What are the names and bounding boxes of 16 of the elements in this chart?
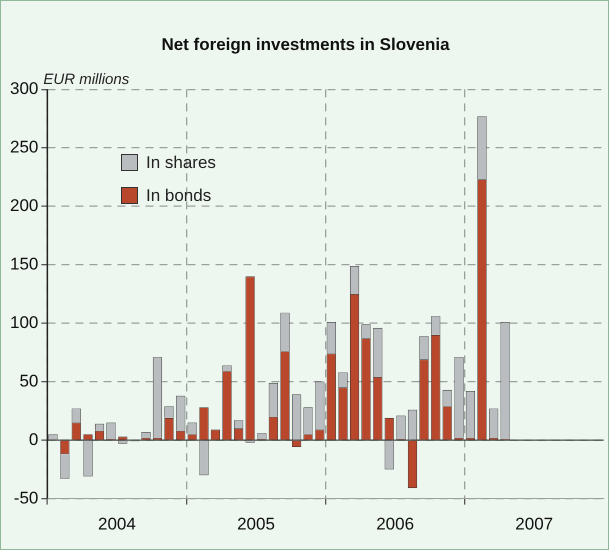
- y-tick-label: -50: [14, 488, 38, 508]
- chart-title: Net foreign investments in Slovenia: [161, 34, 450, 54]
- x-tick-label: 2004: [98, 514, 136, 534]
- x-tick-label: 2007: [515, 514, 554, 534]
- y-tick-label: 200: [10, 196, 38, 215]
- y-axis-title: EUR millions: [43, 71, 130, 88]
- y-tick-label: 0: [28, 430, 38, 449]
- y-tick-label: 150: [10, 254, 38, 274]
- y-tick-label: 250: [10, 138, 38, 157]
- y-tick-label: 300: [10, 79, 38, 98]
- legend-label: In bonds: [146, 186, 212, 206]
- y-tick-label: 50: [19, 371, 38, 390]
- x-tick-label: 2005: [237, 514, 275, 534]
- legend-label: In shares: [146, 152, 216, 172]
- y-tick-label: 100: [10, 312, 38, 332]
- x-tick-label: 2006: [376, 514, 414, 534]
